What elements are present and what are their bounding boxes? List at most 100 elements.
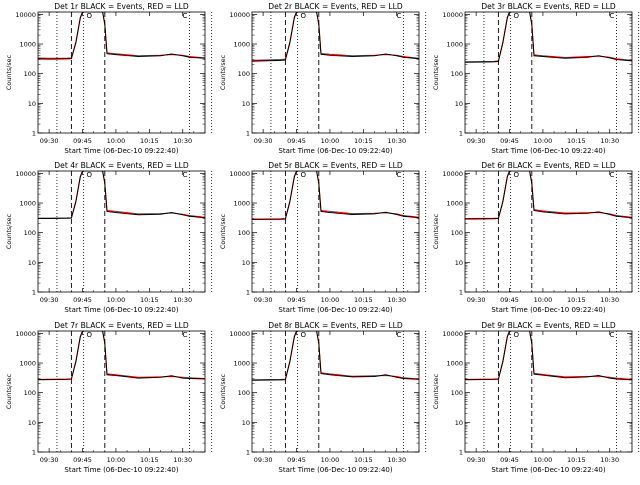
x-tick-label: 09:45 bbox=[287, 296, 306, 304]
x-tick-label: 09:45 bbox=[287, 456, 306, 464]
attenuator-marker-label: C bbox=[183, 171, 188, 179]
y-tick-label: 1000 bbox=[19, 200, 36, 208]
x-tick-label: 10:15 bbox=[140, 456, 159, 464]
x-tick-label: 09:30 bbox=[467, 296, 486, 304]
x-tick-label: 10:15 bbox=[567, 456, 586, 464]
lld-series-line bbox=[252, 171, 419, 220]
attenuator-marker-label: C bbox=[183, 12, 188, 20]
y-tick-label: 1000 bbox=[233, 41, 250, 49]
events-series-line bbox=[38, 171, 205, 219]
attenuator-marker-label: O bbox=[300, 331, 306, 339]
y-tick-label: 1000 bbox=[233, 360, 250, 368]
x-axis-label: Start Time (06-Dec-10 09:22:40) bbox=[64, 147, 178, 155]
panel-det-7r: Det 7r BLACK = Events, RED = LLD Start Ti… bbox=[5, 321, 213, 474]
attenuator-marker-label: C bbox=[610, 12, 615, 20]
y-axis-label: Counts/sec bbox=[432, 213, 440, 249]
y-tick-label: 1000 bbox=[446, 200, 463, 208]
panel-frame bbox=[464, 11, 633, 134]
x-tick-label: 10:00 bbox=[321, 137, 340, 145]
panel-title: Det 1r BLACK = Events, RED = LLD bbox=[54, 2, 189, 11]
y-tick-label: 10000 bbox=[442, 11, 463, 19]
panel-title: Det 7r BLACK = Events, RED = LLD bbox=[54, 321, 189, 330]
attenuator-marker-label: C bbox=[610, 331, 615, 339]
x-tick-label: 10:30 bbox=[173, 296, 192, 304]
events-series-line bbox=[38, 331, 205, 381]
y-axis-label: Counts/sec bbox=[219, 373, 227, 409]
y-tick-label: 10000 bbox=[229, 11, 250, 19]
series-group bbox=[252, 12, 419, 62]
y-tick-label: 1000 bbox=[446, 41, 463, 49]
lld-series-line bbox=[38, 171, 205, 219]
x-tick-label: 09:45 bbox=[73, 456, 92, 464]
panel-det-5r: Det 5r BLACK = Events, RED = LLD Start Ti… bbox=[219, 161, 427, 314]
x-axis-label: Start Time (06-Dec-10 09:22:40) bbox=[64, 466, 178, 474]
y-tick-label: 100 bbox=[24, 70, 36, 78]
panel-frame bbox=[37, 11, 206, 134]
panel-title: Det 5r BLACK = Events, RED = LLD bbox=[268, 161, 403, 170]
x-tick-label: 10:30 bbox=[600, 137, 619, 145]
y-tick-label: 100 bbox=[238, 229, 250, 237]
panel-title: Det 8r BLACK = Events, RED = LLD bbox=[268, 321, 403, 330]
x-tick-label: 10:15 bbox=[354, 137, 373, 145]
series-group bbox=[252, 171, 419, 220]
y-axis-label: Counts/sec bbox=[5, 54, 13, 90]
y-tick-label: 1 bbox=[32, 289, 36, 297]
panel-frame bbox=[464, 330, 633, 453]
series-group bbox=[252, 331, 419, 381]
y-tick-label: 10000 bbox=[15, 11, 36, 19]
events-series-line bbox=[252, 12, 419, 62]
y-tick-label: 100 bbox=[451, 389, 463, 397]
x-tick-label: 09:30 bbox=[40, 296, 59, 304]
y-tick-label: 10 bbox=[242, 100, 250, 108]
y-tick-label: 10000 bbox=[229, 170, 250, 178]
x-tick-label: 10:00 bbox=[321, 296, 340, 304]
attenuator-marker-label: O bbox=[300, 12, 306, 20]
y-tick-label: 100 bbox=[451, 229, 463, 237]
y-tick-label: 1000 bbox=[233, 200, 250, 208]
y-tick-label: 1 bbox=[459, 130, 463, 138]
panel-title: Det 9r BLACK = Events, RED = LLD bbox=[481, 321, 616, 330]
y-tick-label: 1 bbox=[32, 449, 36, 457]
x-tick-label: 09:30 bbox=[254, 137, 273, 145]
series-group bbox=[38, 171, 205, 219]
y-tick-label: 100 bbox=[238, 70, 250, 78]
attenuator-marker-label: O bbox=[513, 12, 519, 20]
x-tick-label: 10:15 bbox=[354, 296, 373, 304]
panel-frame bbox=[37, 170, 206, 293]
series-group bbox=[465, 331, 632, 381]
y-tick-label: 100 bbox=[24, 229, 36, 237]
y-tick-label: 100 bbox=[24, 389, 36, 397]
panel-det-9r: Det 9r BLACK = Events, RED = LLD Start Ti… bbox=[432, 321, 640, 474]
x-tick-label: 10:30 bbox=[600, 296, 619, 304]
attenuator-marker-label: C bbox=[610, 171, 615, 179]
y-tick-label: 1000 bbox=[446, 360, 463, 368]
x-tick-label: 10:30 bbox=[173, 456, 192, 464]
attenuator-marker-label: O bbox=[86, 331, 92, 339]
x-tick-label: 09:45 bbox=[500, 137, 519, 145]
y-tick-label: 10000 bbox=[229, 330, 250, 338]
panel-det-6r: Det 6r BLACK = Events, RED = LLD Start Ti… bbox=[432, 161, 640, 314]
y-tick-label: 1000 bbox=[19, 360, 36, 368]
x-tick-label: 10:00 bbox=[107, 296, 126, 304]
y-tick-label: 10 bbox=[455, 259, 463, 267]
x-tick-label: 10:30 bbox=[387, 137, 406, 145]
panel-det-4r: Det 4r BLACK = Events, RED = LLD Start Ti… bbox=[5, 161, 213, 314]
x-tick-label: 10:00 bbox=[534, 137, 553, 145]
x-tick-label: 10:15 bbox=[354, 456, 373, 464]
attenuator-marker-label: O bbox=[86, 171, 92, 179]
x-tick-label: 10:15 bbox=[567, 137, 586, 145]
series-group bbox=[465, 12, 632, 63]
y-tick-label: 1 bbox=[246, 289, 250, 297]
x-tick-label: 10:15 bbox=[140, 137, 159, 145]
x-tick-label: 10:00 bbox=[534, 456, 553, 464]
panel-frame bbox=[251, 11, 420, 134]
y-axis-label: Counts/sec bbox=[219, 213, 227, 249]
x-tick-label: 10:15 bbox=[140, 296, 159, 304]
y-axis-label: Counts/sec bbox=[432, 54, 440, 90]
x-tick-label: 09:30 bbox=[40, 456, 59, 464]
x-tick-label: 10:15 bbox=[567, 296, 586, 304]
panel-frame bbox=[251, 330, 420, 453]
attenuator-marker-label: O bbox=[513, 171, 519, 179]
